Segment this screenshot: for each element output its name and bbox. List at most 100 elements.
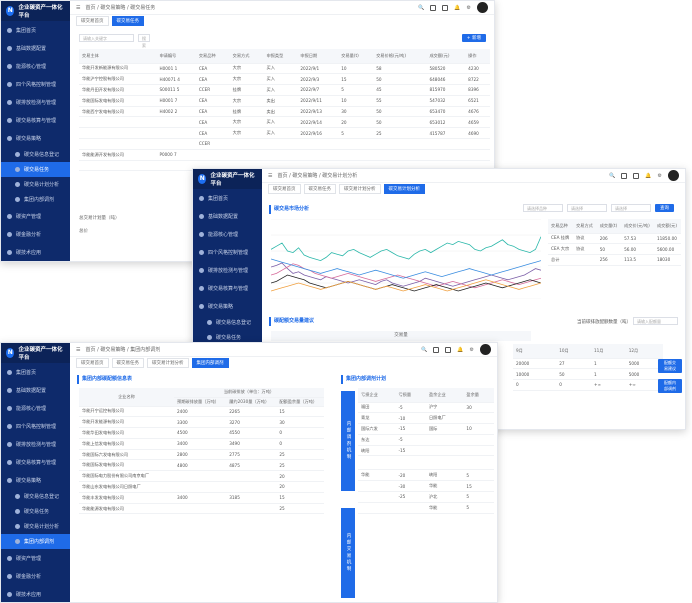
sidebar-item[interactable]: 集团首页 xyxy=(193,189,262,207)
sidebar-item[interactable]: 碳资产管理 xyxy=(1,549,70,567)
table-row[interactable]: 华能开发新能源有限公司 H0001 1 CEA 大宗 买入 2022/9/1 10 58 580… xyxy=(79,63,490,75)
breadcrumb-item[interactable]: 首页 xyxy=(85,5,96,11)
search-button[interactable]: 搜索 xyxy=(138,34,150,48)
notification-icon[interactable]: 🔔 xyxy=(457,346,464,353)
sidebar-item[interactable]: 碳交易核算与管理 xyxy=(1,111,70,129)
table-row[interactable]: 华能能源开发有限公司 P0000 7 xyxy=(79,149,490,161)
breadcrumb-item[interactable]: 碳交易计划分析 xyxy=(322,173,358,179)
search-icon[interactable]: 🔍 xyxy=(418,4,425,11)
search-icon[interactable]: 🔍 xyxy=(609,172,616,179)
table-row[interactable]: 华能国际发电有限公司 H0001 7 CEA 大宗 卖出 2022/9/11 10 55 547… xyxy=(79,95,490,107)
variety-select[interactable]: 请选择品种 xyxy=(523,204,563,212)
table-row[interactable]: -30 华能 15 xyxy=(358,480,494,493)
notification-icon[interactable]: 🔔 xyxy=(645,172,652,179)
table-row[interactable]: CEA 大宗 买入 2022/9/14 20 50 653012 4659 xyxy=(79,116,490,129)
fullscreen-icon[interactable] xyxy=(430,4,437,11)
sidebar-item[interactable]: 四个风格控制管理 xyxy=(1,75,70,93)
fullscreen-icon[interactable] xyxy=(621,172,628,179)
layout-icon[interactable] xyxy=(445,346,452,353)
quota-input[interactable]: 请输入配额量 xyxy=(633,317,678,325)
sidebar-item[interactable]: 碳交易策略 xyxy=(1,471,70,489)
table-row[interactable]: 华能开宁运控有限公司 2400 2265 15 xyxy=(79,406,324,418)
sidebar-item[interactable]: 集团内部调剂 xyxy=(1,534,70,549)
search-icon[interactable]: 🔍 xyxy=(421,346,428,353)
settings-icon[interactable]: ⚙ xyxy=(466,4,471,11)
sidebar-item[interactable]: 碳交易任务 xyxy=(1,162,70,177)
menu-toggle-icon[interactable]: ☰ xyxy=(268,172,273,179)
table-row[interactable]: 华能开发能源有限公司 3300 3270 30 xyxy=(79,416,324,429)
mode-select[interactable]: 请选择 xyxy=(567,204,607,212)
table-row[interactable]: 华能上信发电有限公司 3400 3490 0 xyxy=(79,438,324,450)
trade-mechanism-tab[interactable]: 内部交易机制 xyxy=(341,508,355,598)
sidebar-item[interactable]: 基础数据配置 xyxy=(1,381,70,399)
table-row[interactable]: CCER xyxy=(79,138,490,150)
table-row[interactable]: 国际六发 -15 国际 10 xyxy=(358,423,494,435)
menu-toggle-icon[interactable]: ☰ xyxy=(76,4,81,11)
sidebar-item[interactable]: 碳排放检测与管理 xyxy=(193,261,262,279)
fullscreen-icon[interactable] xyxy=(433,346,440,353)
breadcrumb-item[interactable]: 碳交易任务 xyxy=(130,5,156,11)
breadcrumb-item[interactable]: 集团内部调剂 xyxy=(130,347,161,353)
breadcrumb-item[interactable]: 碳交易策略 xyxy=(292,173,318,179)
table-row[interactable]: 华能国际发电有限公司 4800 4875 25 xyxy=(79,459,324,472)
sidebar-item[interactable]: 碳交易策略 xyxy=(193,297,262,315)
tab[interactable]: 碳交易首页 xyxy=(76,15,109,26)
sidebar-item[interactable]: 碳资产管理 xyxy=(1,207,70,225)
table-row[interactable]: 20000 27 1 5000 xyxy=(513,358,663,370)
sidebar-item[interactable]: 碳排放检测与管理 xyxy=(1,93,70,111)
adjust-mechanism-tab[interactable]: 内部调剂机制 xyxy=(341,391,355,491)
sidebar-item[interactable]: 碳交易信息登记 xyxy=(1,489,70,504)
internal-adjust-button[interactable]: 配额内部调剂 xyxy=(658,379,682,393)
sidebar-item[interactable]: 能源核心管理 xyxy=(1,399,70,417)
sidebar-item[interactable]: 碳交易策略 xyxy=(1,129,70,147)
layout-icon[interactable] xyxy=(633,172,640,179)
sidebar-item[interactable]: 集团首页 xyxy=(1,21,70,39)
sidebar-item[interactable]: 碳交易核算与管理 xyxy=(193,279,262,297)
sidebar-item[interactable]: 碳排放检测与管理 xyxy=(1,435,70,453)
table-row[interactable]: 华能西宁发电有限公司 H4002 2 CEA 挂牌 卖出 2022/9/13 30 50 653… xyxy=(79,106,490,118)
sidebar-item[interactable]: 集团内部调剂 xyxy=(1,192,70,207)
tab[interactable]: 碳交易计划分析 xyxy=(147,357,189,368)
sidebar-item[interactable]: 碳交易计划分析 xyxy=(1,177,70,192)
table-row[interactable]: 10000 50 1 5000 xyxy=(513,368,663,381)
tab[interactable]: 集团内部调剂 xyxy=(191,357,229,368)
tab[interactable]: 碳交易任务 xyxy=(111,15,144,26)
sidebar-item[interactable]: 碳交易信息登记 xyxy=(1,147,70,162)
tab[interactable]: 碳交易首页 xyxy=(268,183,301,194)
settings-icon[interactable]: ⚙ xyxy=(469,346,474,353)
table-row[interactable]: 华能山东发电有限公司日照电厂 20 xyxy=(79,481,324,493)
sidebar-item[interactable]: 集团首页 xyxy=(1,363,70,381)
sidebar-item[interactable]: 四个风格控制管理 xyxy=(1,417,70,435)
query-button[interactable]: 查询 xyxy=(655,204,674,212)
table-row[interactable]: 东达 -5 xyxy=(358,434,494,446)
table-row[interactable]: 华能 -20 峡阳 5 xyxy=(358,469,494,482)
table-row[interactable]: -25 沪北 5 xyxy=(358,491,494,503)
tab[interactable]: 碳交易任务 xyxy=(111,357,144,368)
table-row[interactable]: 华能丹田开发有限公司 S00011 5 CCER 挂牌 买入 2022/9/7 5 45 815… xyxy=(79,84,490,96)
table-row[interactable]: 总计 256 113.5 18030 xyxy=(548,254,681,266)
quota-advice-button[interactable]: 配额交易建议 xyxy=(658,359,682,373)
table-row[interactable]: 福田 -5 沪宁 30 xyxy=(358,402,494,414)
avatar[interactable] xyxy=(480,344,491,355)
breadcrumb-item[interactable]: 碳交易策略 xyxy=(100,347,126,353)
tab[interactable]: 碳交易任务 xyxy=(303,183,336,194)
sidebar-item[interactable]: 碳技术应用 xyxy=(1,585,70,602)
sidebar-item[interactable]: 碳技术应用 xyxy=(1,243,70,261)
table-row[interactable]: CEA 大宗 协议 50 56.00 5600.00 xyxy=(548,243,681,256)
table-row[interactable]: CEA 大宗 买入 2022/9/16 5 25 415787 4690 xyxy=(79,127,490,140)
table-row[interactable]: 华能丰发发电有限公司 3400 3185 15 xyxy=(79,492,324,504)
breadcrumb-item[interactable]: 首页 xyxy=(277,173,288,179)
table-row[interactable]: 华能能源发电有限公司 25 xyxy=(79,503,324,515)
sidebar-item[interactable]: 碳交易任务 xyxy=(1,504,70,519)
period-select[interactable]: 请选择 xyxy=(611,204,651,212)
sidebar-item[interactable]: 基础数据配置 xyxy=(1,39,70,57)
table-row[interactable]: 华能国际六发电有限公司 2800 2775 25 xyxy=(79,449,324,461)
sidebar-item[interactable]: 碳交易核算与管理 xyxy=(1,453,70,471)
search-input[interactable]: 请输入关键字 xyxy=(79,34,134,42)
table-row[interactable]: 华能华田发电有限公司 4500 4550 0 xyxy=(79,427,324,439)
sidebar-item[interactable]: 能源核心管理 xyxy=(193,225,262,243)
table-row[interactable]: 青龙 -10 日照电厂 xyxy=(358,412,494,425)
avatar[interactable] xyxy=(477,2,488,13)
settings-icon[interactable]: ⚙ xyxy=(657,172,662,179)
table-row[interactable]: 峡阳 -15 xyxy=(358,445,494,457)
